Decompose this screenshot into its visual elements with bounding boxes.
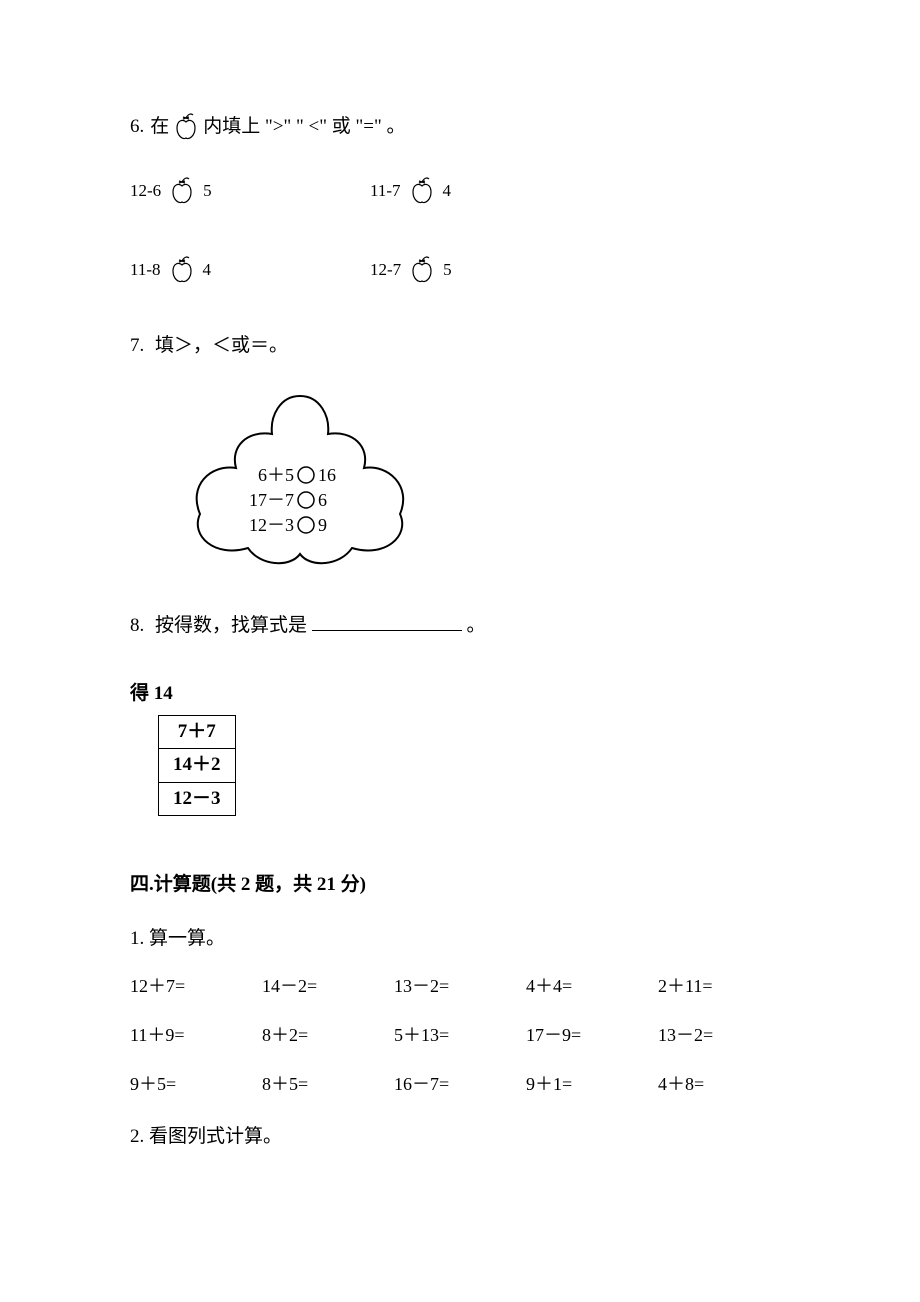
q7-number: 7. [130, 335, 144, 356]
calc-cell: 13－2= [394, 973, 526, 1000]
calc-cell: 11＋9= [130, 1022, 262, 1049]
calc-cell: 5＋13= [394, 1022, 526, 1049]
s4q1-prompt: 算一算。 [149, 928, 225, 949]
q6-item-2-lhs: 11-8 [130, 257, 161, 283]
q6-item-2: 11-8 4 [130, 253, 370, 287]
q6-item-1-rhs: 4 [443, 178, 452, 204]
s4q2-number: 2. [130, 1126, 144, 1147]
tree-row-1-left: 17－7 [249, 490, 294, 510]
q8-prefix: 按得数，找算式是 [155, 615, 307, 636]
q8-expr-1: 14＋2 [159, 749, 236, 783]
q6-item-3-rhs: 5 [443, 257, 452, 283]
calc-cell: 16－7= [394, 1071, 526, 1098]
q8-result-block: 得 14 7＋7 14＋2 12－3 [130, 680, 790, 816]
calc-cell: 4＋8= [658, 1071, 790, 1098]
apple-icon [165, 253, 199, 287]
tree-row-0-right: 16 [318, 465, 336, 485]
tree-row-2-right: 9 [318, 515, 327, 535]
tree-row-1-right: 6 [318, 490, 327, 510]
q8-expr-0: 7＋7 [159, 715, 236, 749]
section-4-heading: 四.计算题(共 2 题，共 21 分) [130, 871, 790, 900]
q8-label: 得 14 [130, 680, 790, 709]
tree-diagram: 6＋5 16 17－7 6 12－3 9 [170, 386, 430, 586]
q6-prefix: 在 [150, 113, 169, 142]
calc-cell: 9＋5= [130, 1071, 262, 1098]
tree-row-0-left: 6＋5 [258, 465, 294, 485]
calc-cell: 8＋5= [262, 1071, 394, 1098]
q6-number: 6. [130, 113, 144, 142]
s4q1-number: 1. [130, 928, 144, 949]
calc-cell: 12＋7= [130, 973, 262, 1000]
question-6-prompt: 6. 在 内填上 ">" " <" 或 "=" 。 [130, 110, 790, 144]
apple-icon [405, 253, 439, 287]
calc-cell: 13－2= [658, 1022, 790, 1049]
q6-suffix: 内填上 ">" " <" 或 "=" 。 [203, 113, 405, 142]
q7-prompt: 填＞，＜或＝。 [155, 335, 288, 356]
s4q2-prompt: 看图列式计算。 [149, 1126, 282, 1147]
q6-item-3: 12-7 5 [370, 253, 610, 287]
question-7-prompt: 7. 填＞，＜或＝。 [130, 332, 790, 361]
circle-icon [298, 517, 314, 533]
circle-icon [298, 467, 314, 483]
q6-item-0-lhs: 12-6 [130, 178, 161, 204]
q8-expression-table: 7＋7 14＋2 12－3 [158, 715, 236, 817]
q6-item-3-lhs: 12-7 [370, 257, 401, 283]
q6-item-0: 12-6 5 [130, 174, 370, 208]
q8-suffix: 。 [467, 615, 486, 636]
apple-icon [169, 110, 203, 144]
calc-cell: 8＋2= [262, 1022, 394, 1049]
s4q1-prompt-row: 1. 算一算。 [130, 925, 790, 954]
tree-row-2-left: 12－3 [249, 515, 294, 535]
q6-item-1-lhs: 11-7 [370, 178, 401, 204]
calc-cell: 14－2= [262, 973, 394, 1000]
calc-cell: 17－9= [526, 1022, 658, 1049]
calc-cell: 2＋11= [658, 973, 790, 1000]
calc-cell: 9＋1= [526, 1071, 658, 1098]
s4q2-prompt-row: 2. 看图列式计算。 [130, 1123, 790, 1152]
question-8-prompt: 8. 按得数，找算式是 。 [130, 611, 790, 641]
q8-number: 8. [130, 615, 144, 636]
calc-grid: 12＋7= 14－2= 13－2= 4＋4= 2＋11= 11＋9= 8＋2= … [130, 973, 790, 1098]
q6-item-0-rhs: 5 [203, 178, 212, 204]
calc-cell: 4＋4= [526, 973, 658, 1000]
blank-line [312, 611, 462, 631]
q8-expr-2: 12－3 [159, 782, 236, 816]
apple-icon [405, 174, 439, 208]
q6-item-2-rhs: 4 [203, 257, 212, 283]
q6-comparison-grid: 12-6 5 11-7 [130, 174, 790, 287]
apple-icon [165, 174, 199, 208]
q6-item-1: 11-7 4 [370, 174, 610, 208]
circle-icon [298, 492, 314, 508]
